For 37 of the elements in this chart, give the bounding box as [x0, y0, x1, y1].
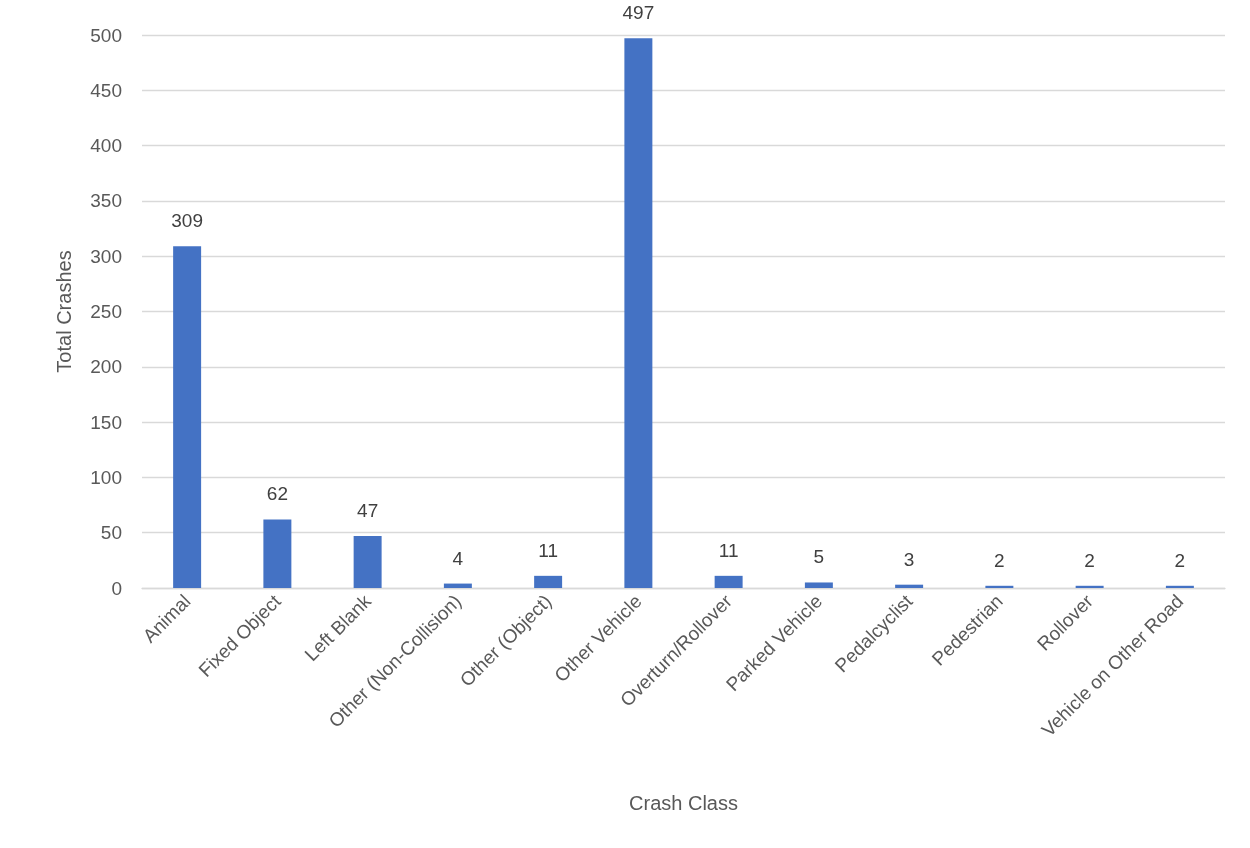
- data-label: 11: [718, 539, 739, 561]
- y-tick-label: 400: [90, 135, 122, 157]
- y-axis-title: Total Crashes: [53, 250, 75, 373]
- bar: [1075, 585, 1104, 588]
- y-tick-label: 500: [90, 24, 122, 46]
- bar: [624, 38, 653, 588]
- y-tick-label: 100: [90, 466, 122, 488]
- y-tick-label: 200: [90, 356, 122, 378]
- data-label: 47: [357, 500, 379, 522]
- y-tick-label: 450: [90, 79, 122, 101]
- bar: [895, 584, 924, 588]
- bar: [173, 246, 202, 588]
- data-label: 497: [622, 2, 655, 24]
- bar: [985, 585, 1014, 588]
- data-label: 309: [171, 210, 203, 232]
- data-label: 2: [994, 549, 1005, 571]
- bar: [1165, 585, 1194, 588]
- data-label: 2: [1174, 549, 1186, 571]
- data-label: 62: [266, 483, 288, 505]
- bar: [443, 583, 472, 588]
- bar: [353, 536, 382, 588]
- data-label: 5: [813, 546, 825, 568]
- bar: [263, 519, 292, 588]
- y-tick-label: 150: [90, 411, 122, 433]
- bar: [714, 575, 743, 588]
- data-label: 11: [538, 539, 558, 561]
- y-tick-label: 0: [111, 577, 122, 599]
- y-tick-label: 300: [90, 245, 122, 267]
- data-label: 4: [452, 547, 464, 569]
- y-tick-label: 250: [90, 301, 122, 322]
- bar: [804, 582, 833, 588]
- data-label: 3: [903, 548, 915, 570]
- bar: [534, 575, 563, 588]
- y-tick-label: 50: [100, 522, 122, 544]
- x-axis-title: Crash Class: [629, 792, 738, 814]
- data-label: 2: [1084, 549, 1095, 571]
- y-tick-label: 350: [90, 190, 122, 212]
